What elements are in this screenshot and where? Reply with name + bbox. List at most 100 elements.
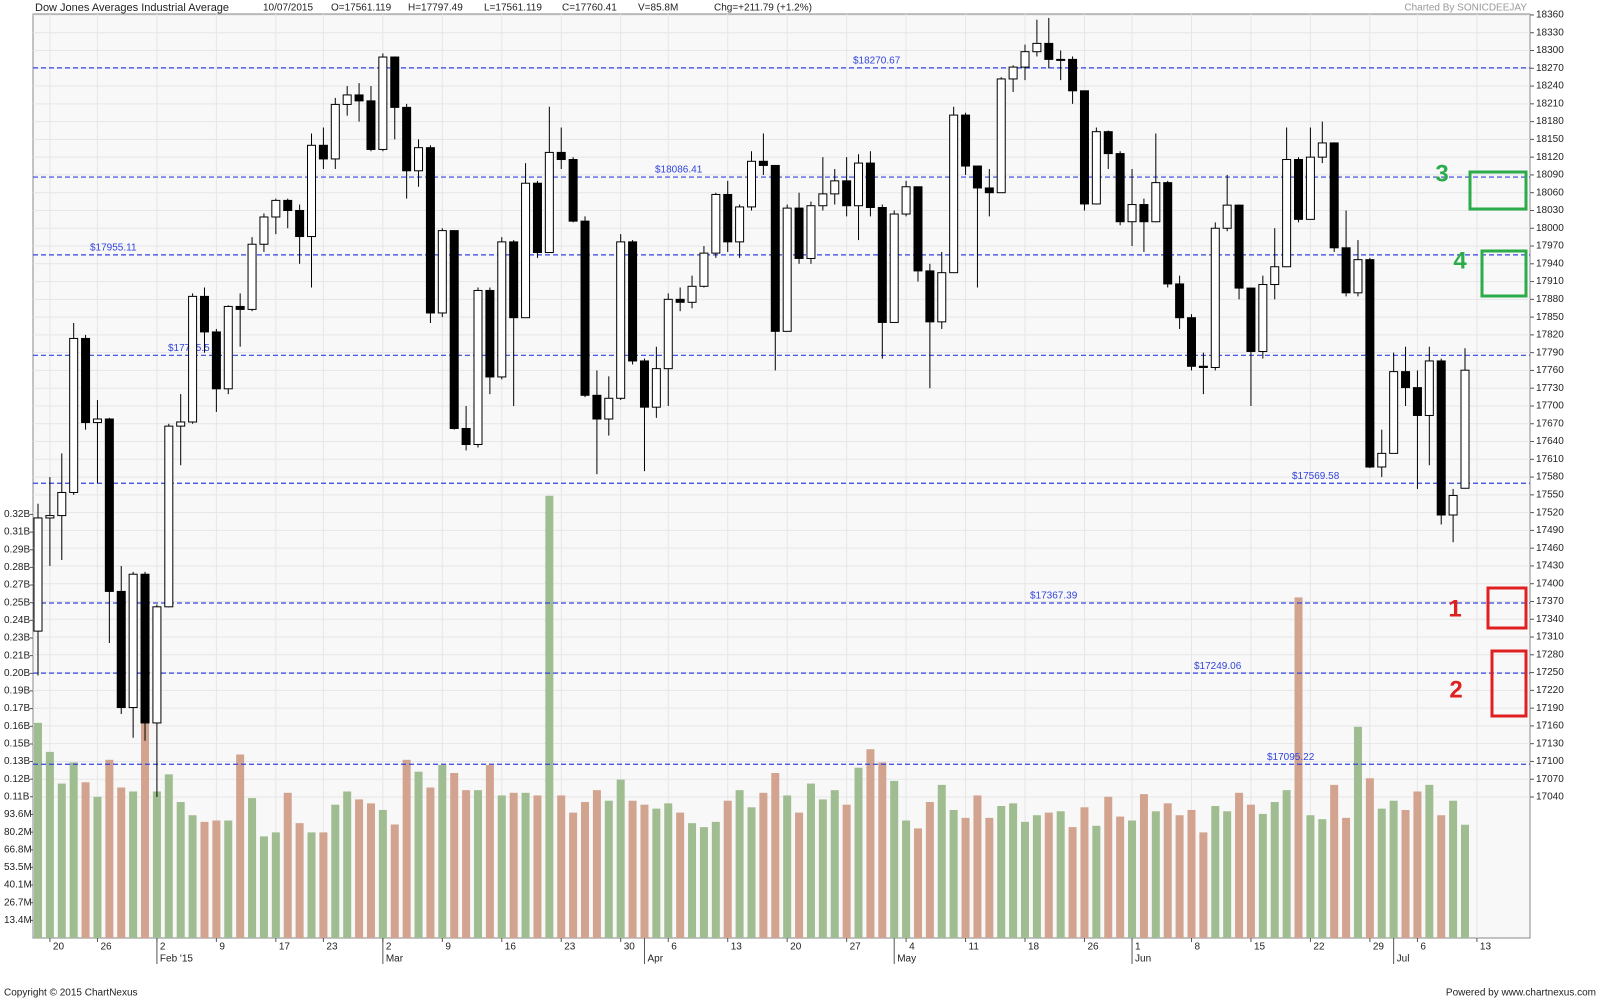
x-tick-label: 6 [1420, 942, 1426, 953]
volume-bar [1187, 809, 1196, 938]
month-label: Apr [647, 954, 663, 965]
plot-area [32, 13, 1531, 939]
volume-bar [378, 809, 387, 938]
candle-body [544, 151, 554, 254]
volume-tick-label: 0.31B [4, 527, 30, 538]
candle-body [199, 295, 209, 333]
volume-bar [295, 823, 304, 938]
annotation-label: 1 [1448, 595, 1461, 622]
candle-body [996, 78, 1006, 194]
volume-tick-label: 0.17B [4, 703, 30, 714]
candle-body [592, 394, 602, 420]
volume-bar [676, 812, 685, 938]
candle-body [152, 606, 162, 724]
volume-bar [414, 771, 423, 938]
volume-bar [93, 796, 102, 938]
candle-body [1377, 452, 1387, 468]
candle-body [1091, 131, 1101, 205]
volume-bar [450, 772, 459, 938]
volume-bar [569, 812, 578, 938]
y-tick-label: 17220 [1536, 685, 1564, 696]
volume-tick-label: 0.25B [4, 597, 30, 608]
candle-body [1186, 317, 1196, 367]
y-tick-label: 18270 [1536, 63, 1564, 74]
volume-bar [1365, 778, 1374, 938]
x-tick-label: 29 [1373, 942, 1385, 953]
y-tick-label: 18300 [1536, 45, 1564, 56]
volume-bar [81, 782, 90, 938]
y-tick-label: 17820 [1536, 330, 1564, 341]
candle-body [1044, 42, 1054, 60]
volume-bar [343, 791, 352, 938]
volume-bar [141, 722, 150, 938]
candle-body [1341, 247, 1351, 294]
volume-bar [652, 808, 661, 938]
candle-body [723, 193, 733, 243]
candle-body [628, 241, 638, 362]
volume-bar [759, 792, 768, 938]
candle-body [1139, 204, 1149, 223]
y-tick-label: 18150 [1536, 134, 1564, 145]
candle-body [830, 180, 840, 195]
month-label: Jul [1397, 954, 1410, 965]
x-tick-label: 6 [671, 942, 677, 953]
volume-bar [628, 800, 637, 938]
volume-bar [890, 780, 899, 938]
candle-body [758, 160, 768, 166]
volume-tick-label: 53.5M [4, 862, 32, 873]
volume-tick-label: 66.8M [4, 844, 32, 855]
x-tick-label: 2 [160, 942, 166, 953]
candle-body [1056, 58, 1066, 61]
candle-body [57, 491, 67, 517]
volume-bar [1032, 815, 1041, 938]
y-tick-label: 18360 [1536, 10, 1564, 21]
volume-bar [925, 802, 934, 938]
candle-body [521, 182, 531, 319]
month-label: May [897, 954, 916, 965]
candle-body [651, 368, 661, 408]
y-tick-label: 17670 [1536, 418, 1564, 429]
x-tick-label: 11 [969, 942, 980, 953]
header-field: V=85.8M [638, 3, 678, 14]
annotation-box [1480, 249, 1528, 298]
volume-bar [973, 795, 982, 938]
volume-bar [557, 795, 566, 938]
volume-bar [271, 832, 280, 938]
candle-body [1412, 387, 1422, 416]
candle-body [949, 114, 959, 274]
volume-bar [949, 809, 958, 938]
x-tick-label: 16 [505, 942, 517, 953]
volume-bar [69, 762, 78, 938]
candle-body [116, 590, 126, 709]
volume-bar [1294, 597, 1303, 938]
candle-body [794, 207, 804, 259]
volume-bar [366, 803, 375, 938]
y-tick-label: 18180 [1536, 116, 1564, 127]
candle-body [1294, 159, 1304, 220]
month-label: Mar [386, 954, 404, 965]
candle-body [961, 114, 971, 167]
candle-body [437, 230, 447, 314]
candle-body [818, 193, 828, 207]
x-tick-label: 26 [1087, 942, 1099, 953]
candle-body [687, 285, 697, 303]
volume-tick-label: 26.7M [4, 897, 32, 908]
candle-body [1222, 204, 1232, 229]
candle-body [176, 421, 186, 427]
volume-bar [1461, 824, 1469, 938]
candle-body [747, 160, 756, 208]
volume-bar [45, 751, 54, 938]
annotation-box [1486, 586, 1528, 630]
volume-bar [1389, 800, 1398, 938]
candle-body [735, 206, 745, 243]
volume-bar [1342, 817, 1351, 938]
y-tick-label: 18000 [1536, 223, 1564, 234]
candle-body [318, 144, 328, 160]
volume-bar [402, 759, 411, 938]
volume-bar [699, 827, 708, 938]
x-tick-label: 22 [1313, 942, 1325, 953]
candle-body [1353, 259, 1363, 294]
candle-body [188, 295, 198, 423]
volume-bar [1116, 816, 1125, 938]
volume-bar [1258, 813, 1267, 938]
